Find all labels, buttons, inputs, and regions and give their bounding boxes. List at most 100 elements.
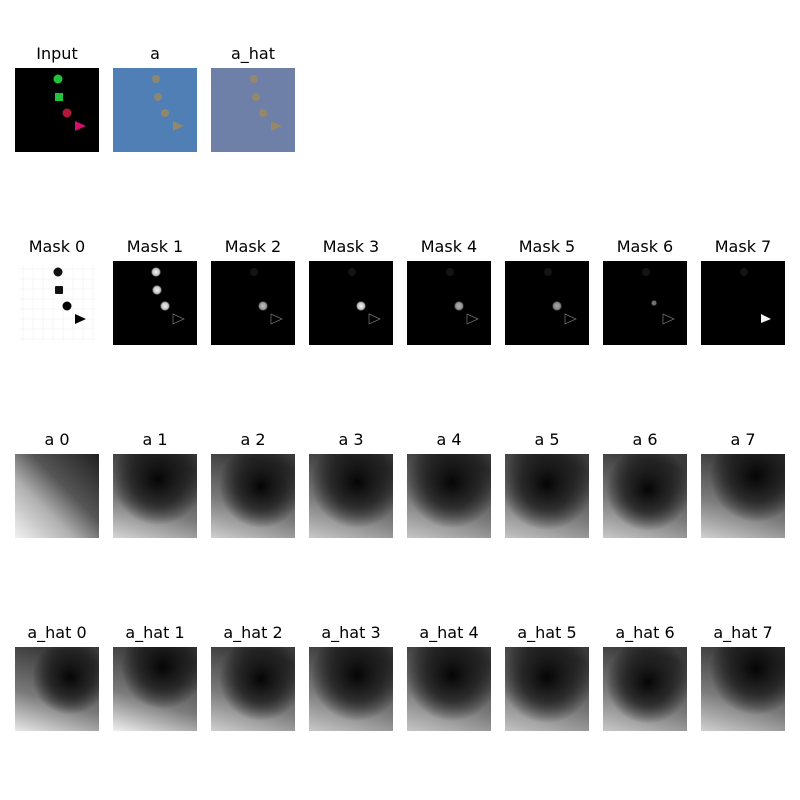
dark-blob <box>603 647 687 731</box>
recon-square <box>252 93 260 101</box>
inputs-panel-image <box>113 68 197 152</box>
panel-svg <box>15 454 99 538</box>
recon-circle-top <box>152 75 160 83</box>
panel-svg <box>15 68 99 152</box>
a-row-panel-image <box>113 454 197 538</box>
panel-svg <box>15 647 99 731</box>
panel-title: a_hat 7 <box>713 623 773 642</box>
panel-title: a 3 <box>338 430 364 449</box>
dark-blob <box>407 647 491 731</box>
panel-title: a_hat 5 <box>517 623 577 642</box>
a-hat-row-panel-image <box>113 647 197 731</box>
a-hat-row-panel-image <box>309 647 393 731</box>
panel-svg <box>407 454 491 538</box>
panel-svg <box>113 68 197 152</box>
mask-circle-mid <box>552 301 562 311</box>
panel-svg <box>505 454 589 538</box>
panel-svg <box>603 454 687 538</box>
dark-blob <box>505 647 589 731</box>
a-hat-row-panel-image <box>701 647 785 731</box>
a-hat-row-panel-image <box>505 647 589 731</box>
a-row-panel-image <box>603 454 687 538</box>
mask-triangle-outline <box>270 313 283 325</box>
panel-title: a_hat 0 <box>27 623 87 642</box>
panel-title: a 7 <box>730 430 756 449</box>
panel-title: Mask 4 <box>420 237 478 256</box>
panel-title: Input <box>36 44 78 63</box>
gradient-field <box>15 454 99 538</box>
inputs-panel-image <box>211 68 295 152</box>
dark-blob <box>113 647 197 731</box>
mask-triangle-outline <box>172 313 185 325</box>
recon-square <box>154 93 162 101</box>
panel-title: Mask 6 <box>616 237 674 256</box>
mask-circle-top-ghost <box>446 268 454 276</box>
panel-svg <box>701 647 785 731</box>
panel-svg <box>407 647 491 731</box>
magenta-triangle <box>75 121 86 131</box>
panel-title: a 6 <box>632 430 658 449</box>
masks-panel-image <box>113 261 197 345</box>
a-hat-row-panel-image <box>211 647 295 731</box>
panel-svg <box>113 647 197 731</box>
a-row-panel-image <box>309 454 393 538</box>
panel-svg <box>113 454 197 538</box>
dark-blob <box>505 454 589 538</box>
panel-title: Mask 0 <box>28 237 86 256</box>
dark-blob <box>211 647 295 731</box>
panel-title: a_hat 3 <box>321 623 381 642</box>
recon-circle-top <box>250 75 258 83</box>
mask-triangle-outline <box>662 313 675 325</box>
inputs-panel-image <box>15 68 99 152</box>
dark-blob <box>701 647 785 731</box>
mask-circle-top-ghost <box>740 268 748 276</box>
masks-panel-image <box>505 261 589 345</box>
masks-panel-image <box>211 261 295 345</box>
a-hat-row-panel-image <box>603 647 687 731</box>
dark-blob <box>407 454 491 538</box>
recon-triangle <box>173 121 184 131</box>
panel-title: a_hat 6 <box>615 623 675 642</box>
masks-panel-image <box>407 261 491 345</box>
panel-svg <box>603 261 687 345</box>
dark-blob <box>309 647 393 731</box>
panel-svg <box>407 261 491 345</box>
panel-title: a_hat <box>230 44 276 63</box>
panel-svg <box>309 454 393 538</box>
panel-svg <box>15 261 99 345</box>
panel-svg <box>211 68 295 152</box>
panel-title: a_hat 2 <box>223 623 283 642</box>
dark-blob <box>15 647 99 731</box>
mask-circle-top <box>151 267 161 277</box>
mask-triangle <box>761 314 771 323</box>
panel-title: a <box>150 44 160 63</box>
panel-title: a 1 <box>142 430 168 449</box>
masks-panel-image <box>309 261 393 345</box>
dark-blob <box>309 454 393 538</box>
masks-panel-image <box>603 261 687 345</box>
recon-circle <box>259 109 267 117</box>
masks-panel-image <box>15 261 99 345</box>
panel-svg <box>211 647 295 731</box>
mask-circle-top-ghost <box>642 268 650 276</box>
panel-title: Mask 5 <box>518 237 576 256</box>
a-hat-row-panel-image <box>407 647 491 731</box>
panel-title: Mask 2 <box>224 237 282 256</box>
mask-circle-mid <box>356 301 366 311</box>
mask-circle-top <box>53 267 63 277</box>
green-square <box>55 93 63 101</box>
dark-blob <box>113 454 197 538</box>
panel-title: a 0 <box>44 430 70 449</box>
mask-circle-mid <box>454 301 464 311</box>
panel-svg <box>113 261 197 345</box>
panel-svg <box>211 261 295 345</box>
a-row-panel-image <box>701 454 785 538</box>
panel-title: Mask 7 <box>714 237 772 256</box>
panel-svg <box>211 454 295 538</box>
mask-circle-top-ghost <box>348 268 356 276</box>
panel-svg <box>701 261 785 345</box>
green-circle <box>53 74 63 84</box>
panel-svg <box>701 454 785 538</box>
mask-circle-mid <box>160 301 170 311</box>
masks-panel-image <box>701 261 785 345</box>
